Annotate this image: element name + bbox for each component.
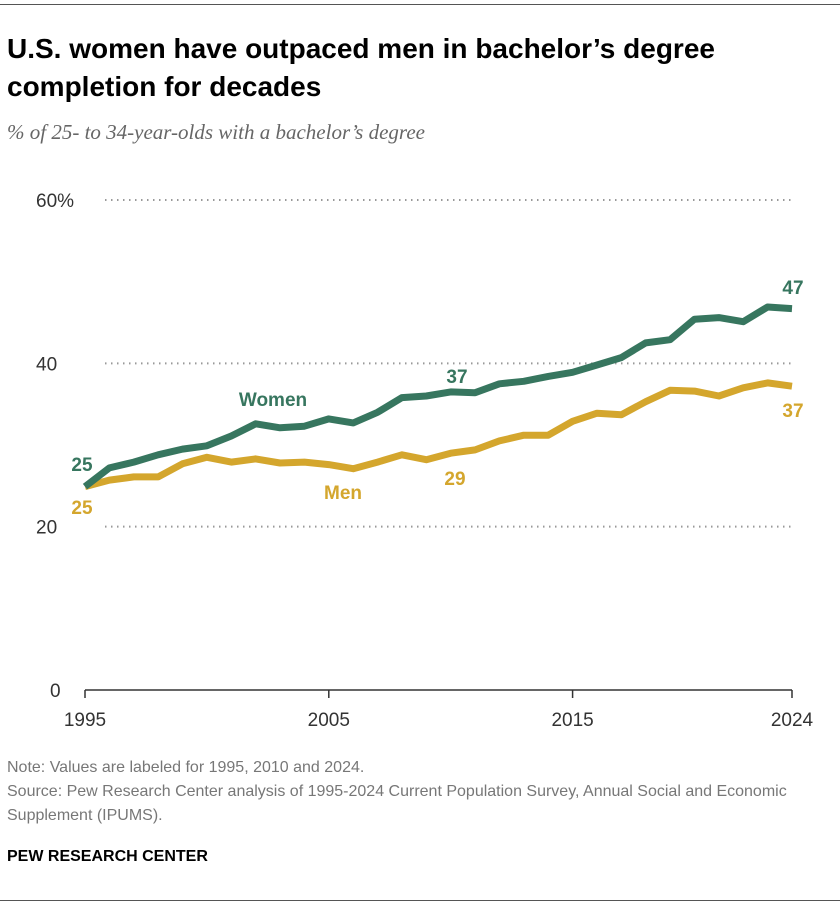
line-chart: 0 20 40 60% 1995 2005 2015 2024 25 37 47 25 29 37 Wome… (36, 191, 814, 731)
bottom-rule (0, 900, 840, 901)
chart-source: Source: Pew Research Center analysis of … (7, 783, 787, 824)
data-label-women: 47 (782, 278, 803, 299)
y-tick-label: 20 (36, 518, 57, 539)
data-label-women: 37 (446, 367, 467, 388)
chart-title: U.S. women have outpaced men in bachelor… (7, 33, 715, 102)
series-line-women (82, 303, 793, 490)
series-name-men: Men (324, 483, 362, 504)
x-tick-label: 1995 (64, 710, 106, 731)
data-label-women: 25 (71, 455, 93, 476)
series-name-women: Women (239, 390, 307, 411)
top-rule (0, 4, 840, 5)
x-tick-label: 2015 (551, 710, 593, 731)
data-label-men: 25 (71, 498, 93, 519)
chart-subtitle: % of 25- to 34-year-olds with a bachelor… (7, 120, 425, 144)
x-tick-label: 2024 (771, 710, 814, 731)
x-tick-label: 2005 (308, 710, 350, 731)
y-tick-label: 60% (36, 191, 74, 212)
data-label-men: 37 (782, 401, 803, 422)
series-line-men (84, 379, 793, 490)
y-tick-label: 0 (50, 681, 61, 702)
chart-note: Note: Values are labeled for 1995, 2010 … (7, 759, 365, 776)
data-label-men: 29 (444, 469, 465, 490)
brand-label: PEW RESEARCH CENTER (7, 848, 208, 865)
y-tick-label: 40 (36, 354, 57, 375)
